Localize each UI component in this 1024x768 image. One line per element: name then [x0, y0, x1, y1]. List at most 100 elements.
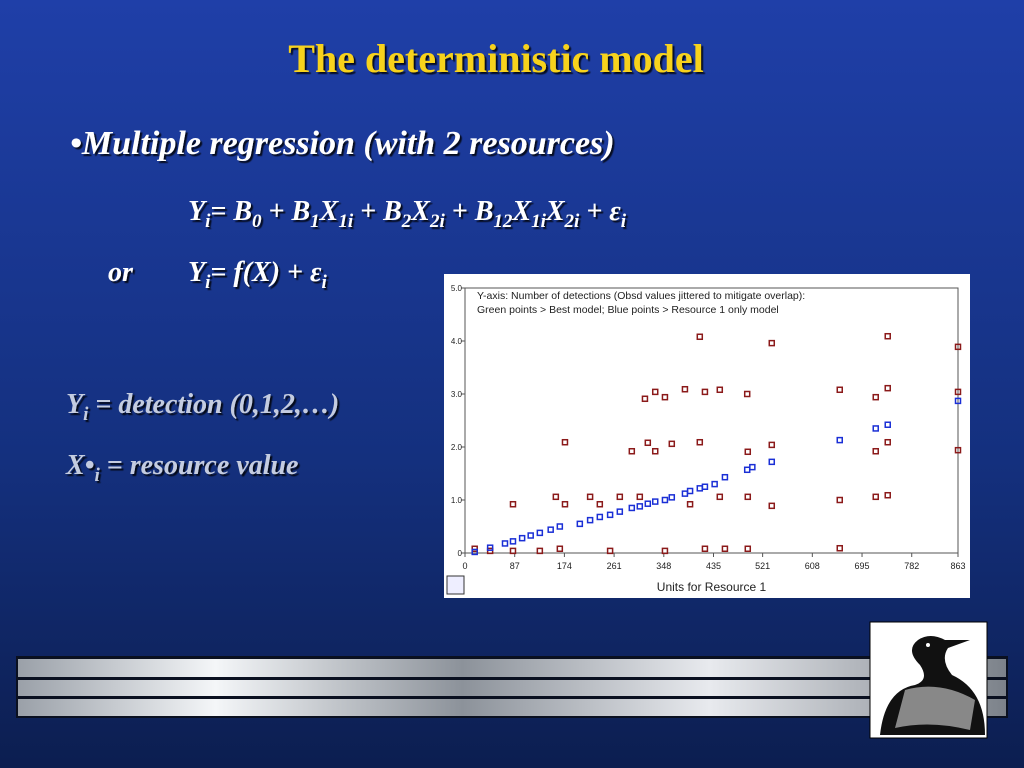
- point: [884, 384, 891, 392]
- y-tick-label: 5.0: [451, 284, 463, 293]
- subscript: i: [205, 211, 211, 232]
- point: [696, 333, 704, 341]
- point: [509, 538, 517, 545]
- point: [586, 516, 594, 524]
- subscript: 1i: [338, 211, 354, 232]
- point: [556, 523, 564, 530]
- point: [744, 545, 752, 553]
- point: [651, 388, 659, 396]
- loon-logo: [869, 621, 988, 739]
- point: [661, 547, 669, 555]
- subscript: i: [94, 465, 100, 486]
- subscript: 1i: [531, 211, 547, 232]
- point: [721, 473, 729, 481]
- bullet: •Multiple regression (with 2 resources): [70, 125, 615, 162]
- point: [681, 385, 689, 393]
- x-tick-label: 261: [607, 561, 622, 571]
- equation-part: = B: [210, 196, 252, 227]
- point: [644, 500, 652, 507]
- point: [536, 529, 544, 537]
- point: [501, 540, 509, 547]
- point: [872, 393, 879, 401]
- point: [836, 544, 843, 552]
- x-tick-label: 782: [904, 561, 919, 571]
- subscript: 2i: [564, 211, 581, 232]
- equation: Yi= f(X) + εi: [188, 257, 327, 293]
- point: [586, 493, 594, 501]
- point: [668, 440, 676, 448]
- point: [744, 493, 752, 501]
- point: [661, 496, 669, 504]
- point: [716, 493, 724, 501]
- equation-part: Y: [66, 389, 86, 420]
- point: [721, 545, 729, 553]
- point: [954, 388, 962, 396]
- point: [954, 343, 962, 351]
- x-tick-label: 608: [805, 561, 820, 571]
- point: [606, 547, 614, 555]
- x-tick-label: 521: [755, 561, 770, 571]
- point: [954, 446, 962, 454]
- equation-part: = f(X) + ε: [210, 257, 322, 288]
- point: [644, 439, 652, 447]
- annotation: Green points > Best model; Blue points >…: [477, 304, 779, 316]
- point: [561, 500, 569, 508]
- y-tick-label: 3.0: [451, 390, 463, 399]
- subscript: 0: [252, 211, 262, 232]
- equation: Yi= B0 + B1X1i + B2X2i + B12X1iX2i + εi: [188, 196, 627, 232]
- equation-part: + B: [445, 196, 494, 227]
- chart: 0 1.0 2.0 3.0 4.0 5.0 0 87 174 261 348 435 521 608 695…: [451, 284, 966, 594]
- y-tick-label: 4.0: [451, 337, 463, 346]
- point: [696, 438, 704, 446]
- point: [561, 438, 569, 446]
- subscript: 1: [310, 211, 320, 232]
- y-tick-label: 2.0: [451, 443, 463, 452]
- plot-frame: [464, 287, 959, 554]
- point: [884, 332, 891, 340]
- equation-part: X: [319, 196, 340, 227]
- point: [509, 500, 517, 508]
- footer-bars: [16, 656, 1008, 718]
- equation-part: X: [410, 196, 431, 227]
- chart-panel: [444, 274, 970, 598]
- point: [954, 397, 962, 405]
- equation-part: + B: [353, 196, 402, 227]
- y-tick-label: 0: [458, 549, 463, 558]
- point: [768, 458, 776, 466]
- subscript: i: [621, 211, 627, 232]
- x-tick-label: 87: [510, 561, 520, 571]
- point: [701, 388, 709, 396]
- or-label: or: [108, 257, 134, 288]
- point: [596, 513, 604, 521]
- point: [616, 493, 624, 501]
- point: [576, 520, 584, 528]
- equation-part: + B: [262, 196, 311, 227]
- equation-part: Y: [188, 196, 208, 227]
- equation-part: = resource value: [100, 450, 299, 481]
- definition: Yi = detection (0,1,2,…): [66, 389, 339, 425]
- point: [509, 547, 517, 555]
- point: [768, 339, 776, 347]
- definition: X•i = resource value: [65, 450, 298, 486]
- subscript: i: [205, 272, 211, 293]
- point: [651, 447, 659, 455]
- x-tick-label: 863: [950, 561, 965, 571]
- point: [686, 487, 694, 495]
- point: [768, 441, 776, 449]
- point: [743, 390, 751, 398]
- y-tick-label: 1.0: [451, 496, 463, 505]
- point: [686, 500, 694, 508]
- point: [668, 494, 676, 501]
- subscript: i: [83, 404, 89, 425]
- point: [641, 395, 649, 403]
- point: [556, 545, 564, 553]
- chart-icon[interactable]: [446, 575, 465, 595]
- annotation: Y-axis: Number of detections (Obsd value…: [477, 290, 805, 302]
- point: [661, 393, 669, 401]
- point: [872, 447, 879, 455]
- point: [711, 480, 718, 488]
- subscript: 2: [401, 211, 412, 232]
- equation-part: = detection (0,1,2,…): [88, 389, 339, 420]
- point: [628, 504, 636, 512]
